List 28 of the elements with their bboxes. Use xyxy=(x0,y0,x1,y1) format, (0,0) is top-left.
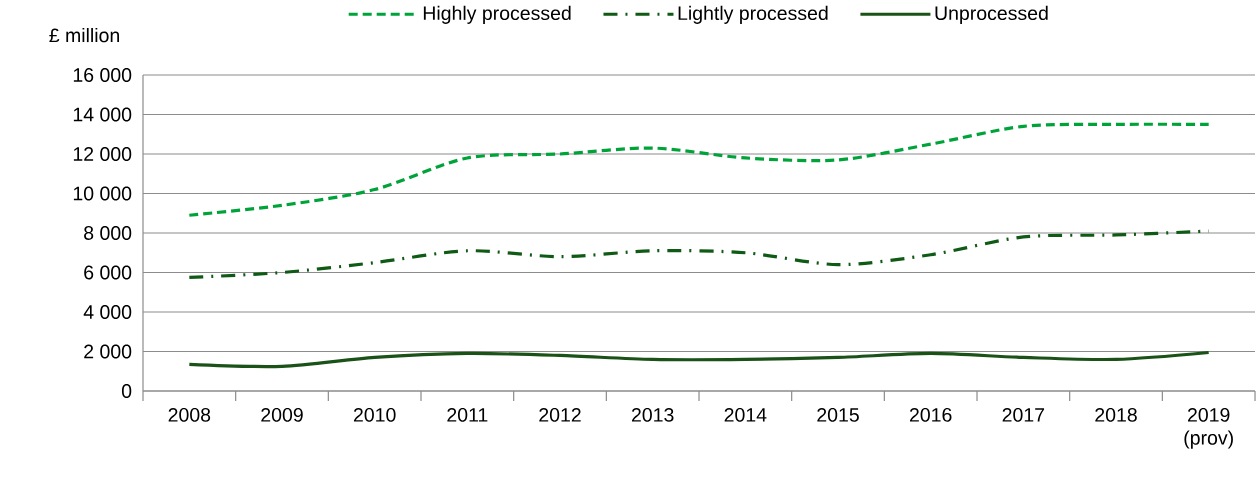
y-tick-label: 12 000 xyxy=(73,147,132,161)
x-tick-label: 2018 xyxy=(1095,407,1137,422)
x-tick-label: 2016 xyxy=(909,407,952,422)
y-tick-label: 8 000 xyxy=(84,226,132,240)
line-series xyxy=(187,229,1211,280)
x-tick-label: 2017 xyxy=(1002,407,1045,422)
x-tick-label: 2009 xyxy=(261,407,303,422)
x-tick-label: 2019 (prov) xyxy=(1184,407,1233,449)
y-tick-label: 6 000 xyxy=(84,265,132,280)
x-tick-label: 2010 xyxy=(353,407,396,422)
y-tick-label: 4 000 xyxy=(83,305,132,319)
x-tick-label: 2011 xyxy=(447,407,488,422)
x-tick-label: 2012 xyxy=(539,407,581,422)
legend-label: Highly processed xyxy=(423,5,571,24)
x-tick-label: 2014 xyxy=(724,407,767,422)
y-tick-label: 10 000 xyxy=(73,186,132,201)
y-tick-label: 16 000 xyxy=(73,68,132,82)
line-series xyxy=(187,350,1211,369)
x-tick-label: 2013 xyxy=(631,407,674,422)
x-tick-label: 2015 xyxy=(817,407,859,422)
y-tick-label: 0 xyxy=(121,384,132,398)
y-tick-label: 2 000 xyxy=(84,344,132,359)
legend-label: Unprocessed xyxy=(935,5,1048,24)
legend-label: Lightly processed xyxy=(678,5,828,24)
x-tick-label: 2008 xyxy=(168,407,211,422)
y-tick-label: 14 000 xyxy=(73,107,132,122)
y-axis-title: £ million xyxy=(49,27,119,43)
line-series xyxy=(187,122,1211,217)
